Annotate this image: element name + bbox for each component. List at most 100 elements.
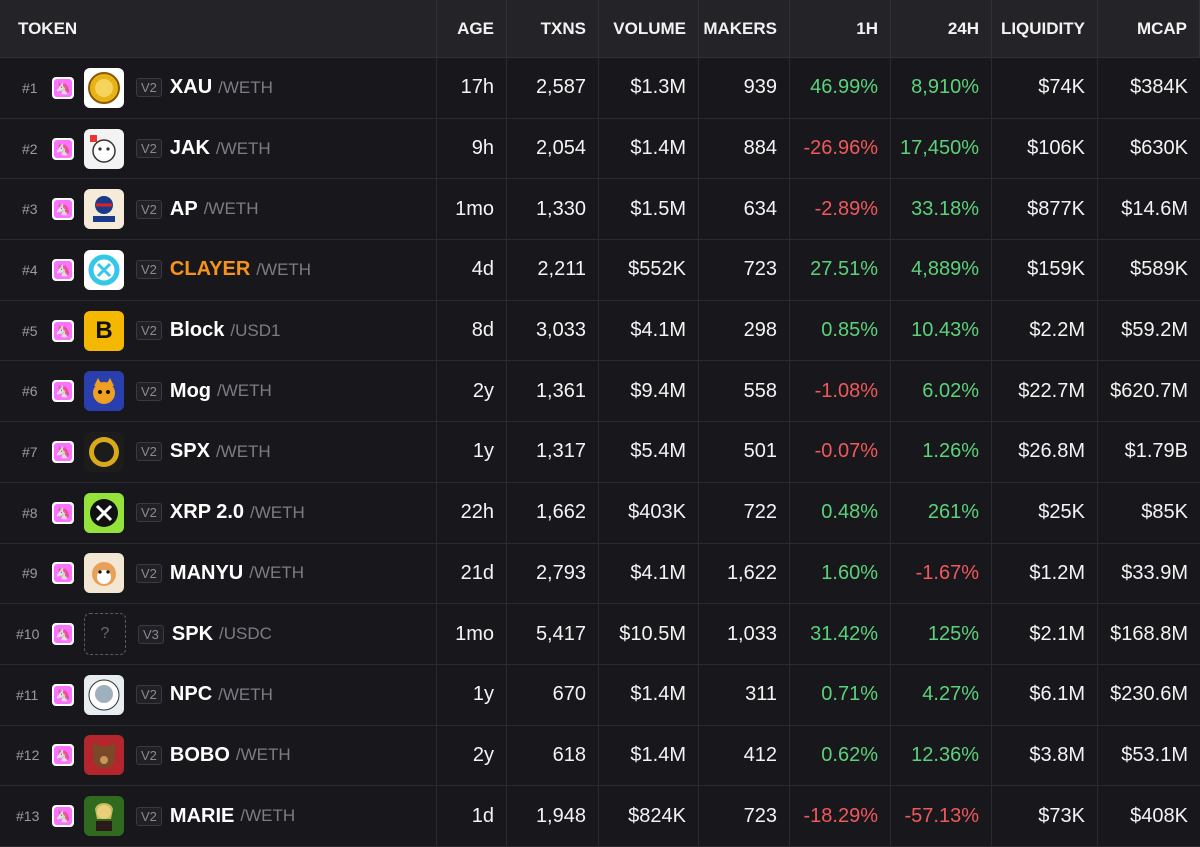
liquidity-cell: $877K (992, 179, 1098, 240)
pair-quote: /WETH (249, 563, 305, 583)
col-liquidity[interactable]: LIQUIDITY (992, 0, 1098, 57)
change-1h-cell: 0.48% (790, 482, 891, 543)
version-badge: V2 (136, 139, 162, 159)
table-row-11[interactable]: #11 🦄 V2 NPC /WETH 1y 670 $1.4M 311 0.71… (0, 664, 1200, 726)
uniswap-icon: 🦄 (52, 319, 74, 342)
token-cell: #5 🦄 B V2 Block /USD1 (0, 300, 437, 361)
uniswap-icon: 🦄 (52, 198, 74, 221)
age-cell: 1mo (437, 179, 507, 240)
table-row-13[interactable]: #13 🦄 V2 MARIE /WETH 1d 1,948 $824K 723 … (0, 786, 1200, 847)
table-row-1[interactable]: #1 🦄 V2 XAU /WETH 17h 2,587 $1.3M 939 46… (0, 58, 1200, 119)
col-volume[interactable]: VOLUME (599, 0, 699, 57)
table-row-9[interactable]: #9 🦄 V2 MANYU /WETH 21d 2,793 $4.1M 1,62… (0, 543, 1200, 605)
col-24h[interactable]: 24H (891, 0, 992, 57)
mcap-cell: $384K (1130, 76, 1188, 99)
rank-label: #7 (22, 443, 38, 460)
token-cell: #9 🦄 V2 MANYU /WETH (0, 543, 437, 604)
table-row-10[interactable]: #10 🦄 ? V3 SPK /USDC 1mo 5,417 $10.5M 1,… (0, 604, 1200, 665)
token-symbol: SPX (169, 440, 210, 463)
mcap-cell: $1.79B (1124, 440, 1188, 463)
unknown-token-icon: ? (84, 613, 126, 656)
version-badge: V2 (136, 260, 162, 280)
table-row-3[interactable]: #3 🦄 V2 AP /WETH 1mo 1,330 $1.5M 634 -2.… (0, 179, 1200, 241)
uniswap-icon: 🦄 (52, 501, 74, 524)
age-cell: 9h (437, 118, 507, 179)
mcap-cell: $14.6M (1121, 197, 1188, 220)
token-symbol: JAK (169, 137, 210, 160)
liquidity-cell: $22.7M (992, 361, 1098, 422)
uniswap-icon: 🦄 (52, 744, 74, 767)
txns-cell: 5,417 (507, 604, 599, 664)
rank-label: #9 (22, 565, 38, 582)
table-row-2[interactable]: #2 🦄 V2 JAK /WETH 9h 2,054 $1.4M 884 -26… (0, 118, 1200, 180)
change-1h-cell: 0.71% (790, 664, 891, 725)
token-symbol: Block (169, 319, 225, 342)
change-24h-cell: 125% (891, 604, 992, 664)
pair-quote: /WETH (203, 199, 259, 219)
token-cell: #1 🦄 V2 XAU /WETH (0, 58, 437, 118)
gold-coin-icon (84, 67, 124, 108)
change-24h-cell: 17,450% (891, 118, 992, 179)
bear-icon (84, 735, 124, 776)
change-1h-cell: -26.96% (790, 118, 891, 179)
token-cell: #3 🦄 V2 AP /WETH (0, 179, 437, 240)
volume-cell: $1.5M (599, 179, 699, 240)
col-mcap[interactable]: MCAP (1098, 0, 1200, 57)
volume-cell: $4.1M (599, 543, 699, 604)
txns-cell: 670 (507, 664, 599, 725)
txns-cell: 2,211 (507, 240, 599, 300)
version-badge: V2 (136, 806, 162, 826)
age-cell: 4d (437, 240, 507, 300)
token-cell: #4 🦄 V2 CLAYER /WETH (0, 240, 437, 300)
age-cell: 1y (437, 422, 507, 482)
age-cell: 17h (437, 58, 507, 118)
rank-label: #5 (22, 322, 38, 339)
uniswap-icon: 🦄 (52, 380, 74, 403)
token-symbol: AP (169, 197, 198, 220)
table-row-4[interactable]: #4 🦄 V2 CLAYER /WETH 4d 2,211 $552K 723 … (0, 240, 1200, 301)
table-row-7[interactable]: #7 🦄 V2 SPX /WETH 1y 1,317 $5.4M 501 -0.… (0, 422, 1200, 483)
liquidity-cell: $2.2M (992, 300, 1098, 361)
table-row-8[interactable]: #8 🦄 V2 XRP 2.0 /WETH 22h 1,662 $403K 72… (0, 482, 1200, 544)
col-makers[interactable]: MAKERS (699, 0, 790, 57)
col-token[interactable]: TOKEN (0, 0, 437, 57)
change-24h-cell: -1.67% (891, 543, 992, 604)
uniswap-icon: 🦄 (52, 805, 74, 828)
change-24h-cell: 6.02% (891, 361, 992, 422)
uniswap-icon: 🦄 (52, 623, 74, 646)
table-row-5[interactable]: #5 🦄 B V2 Block /USD1 8d 3,033 $4.1M 298… (0, 300, 1200, 362)
rank-label: #6 (22, 383, 38, 400)
col-txns[interactable]: TXNS (507, 0, 599, 57)
txns-cell: 2,587 (507, 58, 599, 118)
table-row-12[interactable]: #12 🦄 V2 BOBO /WETH 2y 618 $1.4M 412 0.6… (0, 725, 1200, 787)
pair-quote: /WETH (215, 441, 271, 461)
table-row-6[interactable]: #6 🦄 V2 Mog /WETH 2y 1,361 $9.4M 558 -1.… (0, 361, 1200, 423)
makers-cell: 298 (699, 300, 790, 361)
liquidity-cell: $106K (992, 118, 1098, 179)
pair-quote: /WETH (235, 745, 291, 765)
version-badge: V2 (136, 78, 162, 98)
letter-b-icon: B (84, 310, 124, 351)
token-symbol: BOBO (169, 743, 230, 766)
liquidity-cell: $2.1M (992, 604, 1098, 664)
portrait-icon (84, 796, 124, 837)
txns-cell: 2,054 (507, 118, 599, 179)
pair-quote: /WETH (250, 502, 305, 522)
cat-icon (84, 371, 124, 412)
uniswap-icon: 🦄 (52, 258, 74, 281)
volume-cell: $5.4M (599, 422, 699, 482)
col-1h[interactable]: 1H (790, 0, 891, 57)
x-logo-icon (84, 492, 124, 533)
change-1h-cell: -2.89% (790, 179, 891, 240)
uniswap-icon: 🦄 (52, 562, 74, 585)
col-age[interactable]: AGE (437, 0, 507, 57)
pair-quote: /WETH (218, 77, 273, 97)
version-badge: V2 (136, 381, 162, 401)
token-cell: #10 🦄 ? V3 SPK /USDC (0, 604, 437, 664)
version-badge: V2 (136, 685, 162, 705)
change-1h-cell: 1.60% (790, 543, 891, 604)
rank-label: #3 (22, 201, 38, 218)
age-cell: 21d (437, 543, 507, 604)
makers-cell: 722 (699, 482, 790, 543)
token-cell: #6 🦄 V2 Mog /WETH (0, 361, 437, 422)
